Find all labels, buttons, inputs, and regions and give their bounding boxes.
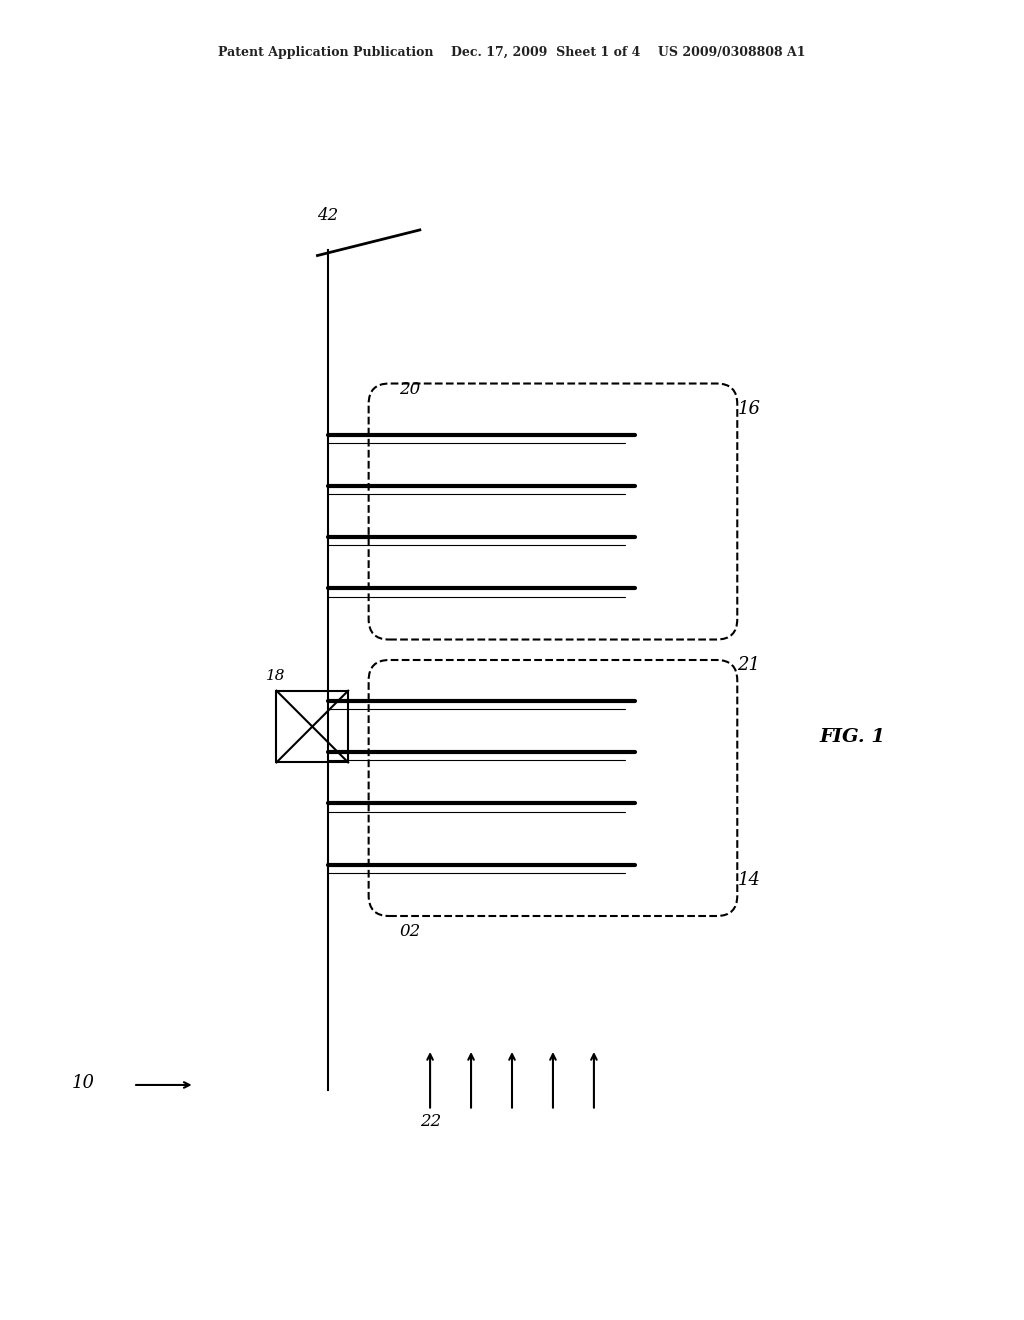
Text: 10: 10 <box>72 1074 94 1092</box>
Text: 42: 42 <box>317 207 339 223</box>
Text: FIG. 1: FIG. 1 <box>819 727 885 746</box>
Text: 20: 20 <box>399 380 421 397</box>
Text: 16: 16 <box>737 400 760 418</box>
Bar <box>276 690 348 763</box>
Text: 18: 18 <box>266 669 286 684</box>
Text: Patent Application Publication    Dec. 17, 2009  Sheet 1 of 4    US 2009/0308808: Patent Application Publication Dec. 17, … <box>218 46 806 59</box>
Text: 21: 21 <box>737 656 760 675</box>
Text: 14: 14 <box>737 871 760 890</box>
Text: 02: 02 <box>399 924 421 940</box>
Text: 22: 22 <box>420 1113 441 1130</box>
